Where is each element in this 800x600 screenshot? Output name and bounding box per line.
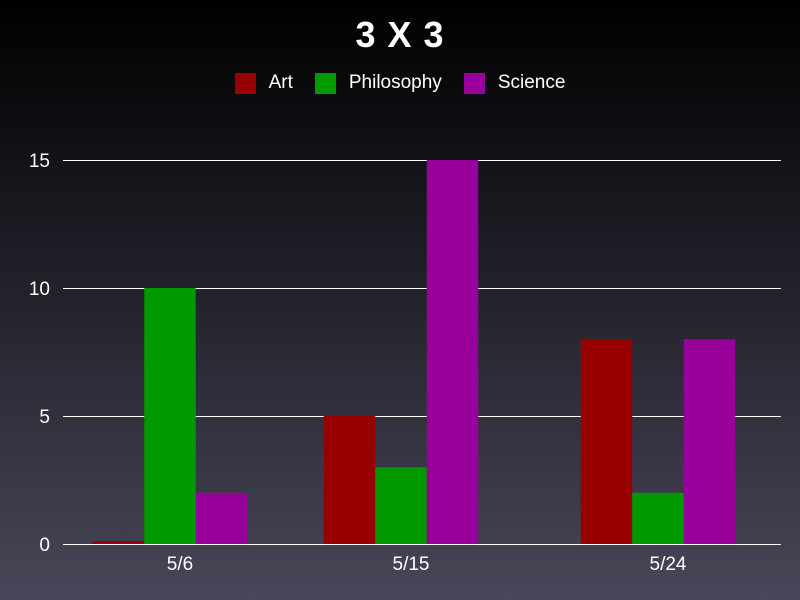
chart-title: 3 X 3	[355, 14, 445, 55]
legend-swatch-philosophy	[314, 72, 336, 94]
bar-art-5-6	[92, 541, 145, 544]
legend-label-science: Science	[497, 72, 566, 93]
bar-art-5-24	[580, 339, 633, 544]
legend-item-science: Science	[463, 72, 566, 94]
x-tick-label: 5/6	[167, 554, 193, 575]
grid-lines	[63, 160, 781, 545]
legend-item-art: Art	[234, 72, 293, 94]
bar-philosophy-5-15	[375, 467, 427, 544]
x-axis-ticks: 5/6 5/15 5/24	[167, 554, 687, 575]
legend-swatch-art	[234, 72, 256, 94]
bars	[92, 160, 736, 544]
x-tick-label: 5/15	[393, 554, 430, 575]
bar-science-5-24	[683, 339, 736, 544]
legend-swatch-science	[463, 72, 485, 94]
bar-philosophy-5-24	[632, 492, 684, 544]
bar-art-5-15	[323, 416, 376, 544]
legend-item-philosophy: Philosophy	[314, 72, 442, 94]
legend-label-philosophy: Philosophy	[348, 72, 442, 93]
bar-science-5-6	[195, 492, 248, 544]
y-tick-label: 0	[39, 535, 50, 556]
y-tick-label: 5	[39, 407, 50, 428]
bar-philosophy-5-6	[144, 288, 196, 544]
legend: Art Philosophy Science	[0, 72, 800, 94]
y-tick-label: 15	[29, 151, 50, 172]
x-tick-label: 5/24	[650, 554, 687, 575]
bar-science-5-15	[426, 160, 479, 544]
y-axis-ticks: 0 5 10 15	[29, 151, 50, 556]
legend-label-art: Art	[268, 72, 293, 93]
y-tick-label: 10	[29, 279, 50, 300]
